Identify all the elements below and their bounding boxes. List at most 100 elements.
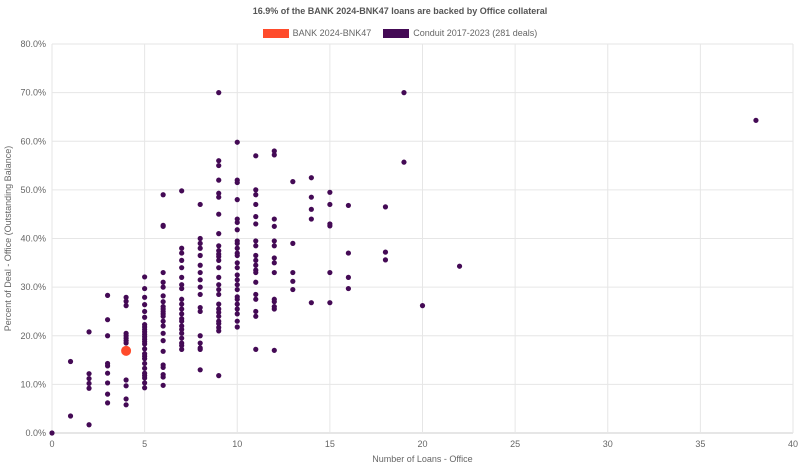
- y-tick-label: 30.0%: [20, 282, 46, 292]
- conduit-data-point: [179, 257, 185, 263]
- conduit-data-point: [160, 348, 166, 354]
- conduit-data-point: [179, 274, 185, 280]
- conduit-data-point: [327, 189, 333, 195]
- conduit-data-point: [216, 291, 222, 298]
- conduit-data-point: [234, 306, 240, 312]
- conduit-data-point: [179, 188, 185, 194]
- x-tick-label: 0: [49, 439, 54, 449]
- conduit-data-point: [104, 317, 111, 323]
- conduit-data-point: [234, 282, 240, 288]
- conduit-data-point: [216, 158, 222, 164]
- conduit-data-point: [234, 252, 240, 259]
- conduit-data-point: [327, 269, 333, 276]
- conduit-data-point: [123, 377, 129, 383]
- conduit-data-point: [123, 396, 129, 402]
- bank-data-point: [121, 345, 132, 356]
- conduit-data-point: [160, 299, 166, 305]
- y-axis-label: Percent of Deal - Office (Outstanding Ba…: [3, 146, 13, 331]
- conduit-data-point: [86, 385, 92, 391]
- legend-label-conduit: Conduit 2017-2023 (281 deals): [413, 28, 538, 38]
- conduit-data-point: [253, 187, 259, 193]
- y-tick-label: 80.0%: [20, 39, 46, 49]
- conduit-data-point: [253, 243, 259, 249]
- conduit-data-point: [253, 257, 259, 263]
- conduit-data-point: [271, 223, 277, 229]
- conduit-data-point: [160, 313, 166, 319]
- conduit-data-point: [160, 323, 166, 329]
- conduit-data-point: [382, 257, 389, 263]
- x-tick-label: 20: [417, 439, 427, 449]
- conduit-data-point: [345, 285, 351, 292]
- conduit-data-point: [234, 139, 240, 145]
- conduit-data-point: [197, 262, 203, 268]
- x-tick-label: 40: [788, 439, 798, 449]
- conduit-data-point: [142, 302, 148, 308]
- conduit-data-point: [419, 303, 426, 309]
- conduit-data-point: [345, 202, 351, 209]
- y-tick-label: 50.0%: [20, 185, 46, 195]
- conduit-data-point: [253, 313, 259, 319]
- conduit-data-point: [86, 422, 92, 428]
- conduit-data-point: [179, 285, 185, 292]
- conduit-data-point: [123, 383, 129, 389]
- conduit-data-point: [216, 211, 222, 217]
- conduit-data-point: [308, 194, 314, 200]
- legend: BANK 2024-BNK47 Conduit 2017-2023 (281 d…: [0, 28, 800, 38]
- conduit-data-point: [160, 374, 166, 380]
- y-tick-label: 70.0%: [20, 88, 46, 98]
- conduit-data-point: [753, 117, 759, 123]
- y-tick-label: 0.0%: [25, 428, 46, 438]
- conduit-data-point: [234, 227, 240, 233]
- conduit-data-point: [327, 201, 333, 208]
- conduit-data-point: [253, 192, 259, 198]
- conduit-data-point: [271, 152, 277, 158]
- conduit-data-point: [67, 358, 74, 365]
- conduit-data-point: [104, 363, 111, 369]
- conduit-data-point: [253, 279, 259, 285]
- conduit-data-point: [234, 296, 240, 302]
- conduit-data-point: [216, 190, 222, 196]
- conduit-data-point: [345, 274, 351, 280]
- conduit-data-point: [216, 194, 222, 200]
- conduit-data-point: [104, 292, 111, 298]
- conduit-data-point: [197, 277, 203, 283]
- conduit-data-point: [179, 301, 185, 307]
- conduit-data-point: [160, 279, 166, 285]
- conduit-data-point: [86, 380, 92, 387]
- conduit-data-point: [327, 223, 333, 229]
- conduit-data-point: [216, 328, 222, 334]
- conduit-data-point: [86, 329, 92, 335]
- conduit-data-point: [142, 346, 148, 352]
- x-tick-label: 10: [232, 439, 242, 449]
- x-tick-label: 5: [142, 439, 147, 449]
- conduit-data-point: [179, 296, 185, 302]
- conduit-data-point: [308, 216, 314, 222]
- y-tick-label: 20.0%: [20, 331, 46, 341]
- conduit-data-point: [271, 260, 277, 266]
- conduit-data-point: [49, 430, 55, 436]
- conduit-data-point: [179, 342, 185, 349]
- conduit-data-point: [216, 162, 222, 169]
- legend-item-conduit[interactable]: Conduit 2017-2023 (281 deals): [383, 28, 537, 38]
- conduit-data-point: [253, 262, 259, 268]
- conduit-data-point: [234, 311, 240, 317]
- conduit-data-point: [216, 253, 222, 260]
- conduit-data-point: [67, 413, 74, 419]
- conduit-data-point: [123, 294, 129, 300]
- conduit-data-point: [160, 318, 166, 324]
- legend-item-bank[interactable]: BANK 2024-BNK47: [262, 28, 371, 38]
- conduit-data-point: [197, 367, 203, 373]
- conduit-data-point: [142, 285, 148, 292]
- conduit-data-point: [197, 252, 203, 259]
- conduit-data-point: [160, 293, 166, 299]
- conduit-data-point: [104, 400, 111, 406]
- conduit-data-point: [271, 216, 277, 222]
- conduit-data-point: [271, 148, 277, 154]
- conduit-data-point: [197, 284, 203, 290]
- conduit-data-point: [382, 249, 389, 255]
- conduit-data-point: [197, 201, 203, 208]
- conduit-data-point: [142, 380, 148, 386]
- conduit-data-point: [197, 235, 203, 242]
- conduit-data-point: [142, 341, 148, 347]
